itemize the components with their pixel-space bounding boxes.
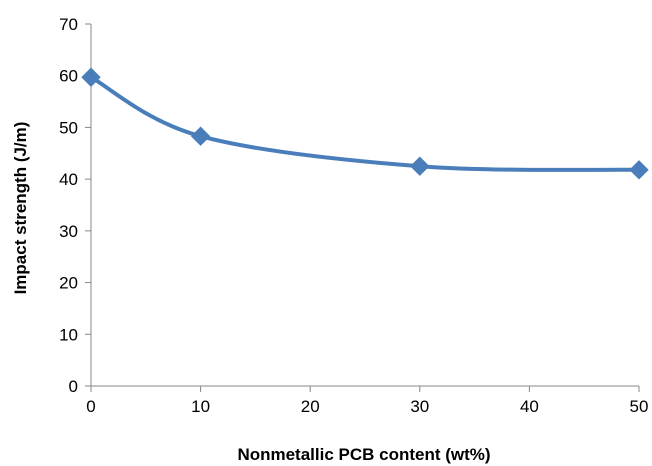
series-layer [90,75,640,172]
y-tick-label: 0 [69,377,78,396]
x-axis-title: Nonmetallic PCB content (wt%) [237,445,490,464]
y-tick-label: 60 [59,67,78,86]
data-point-marker [190,126,211,146]
y-tick-label: 10 [59,325,78,344]
y-axis-ticks: 0 10 20 30 40 50 60 70 [59,15,91,396]
y-tick-label: 40 [59,170,78,189]
y-tick-label: 30 [59,222,78,241]
y-tick-label: 20 [59,274,78,293]
marker-layer [81,67,649,180]
y-tick-label: 70 [59,15,78,34]
y-axis-title: Impact strength (J/m) [11,122,30,295]
series-line [90,75,640,172]
axes [90,24,639,387]
x-tick-label: 20 [301,397,320,416]
x-tick-label: 30 [410,397,429,416]
data-point-marker [629,160,649,180]
x-axis-ticks: 0 10 20 30 40 50 [86,386,648,416]
x-tick-label: 40 [520,397,539,416]
y-tick-label: 50 [59,118,78,137]
data-point-marker [81,67,101,87]
x-tick-label: 0 [86,397,95,416]
x-tick-label: 50 [630,397,649,416]
x-tick-label: 10 [191,397,210,416]
data-point-marker [410,156,430,176]
